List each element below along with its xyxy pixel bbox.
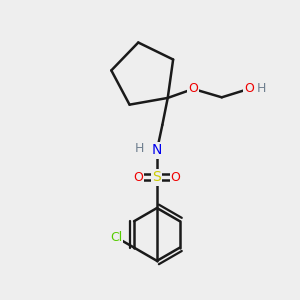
Text: Cl: Cl — [110, 231, 122, 244]
Text: N: N — [152, 143, 162, 158]
Text: H: H — [257, 82, 266, 95]
Text: S: S — [153, 170, 161, 184]
Text: O: O — [188, 82, 198, 95]
Text: O: O — [171, 171, 181, 184]
Text: H: H — [134, 142, 144, 155]
Text: O: O — [134, 171, 143, 184]
Text: O: O — [244, 82, 254, 95]
